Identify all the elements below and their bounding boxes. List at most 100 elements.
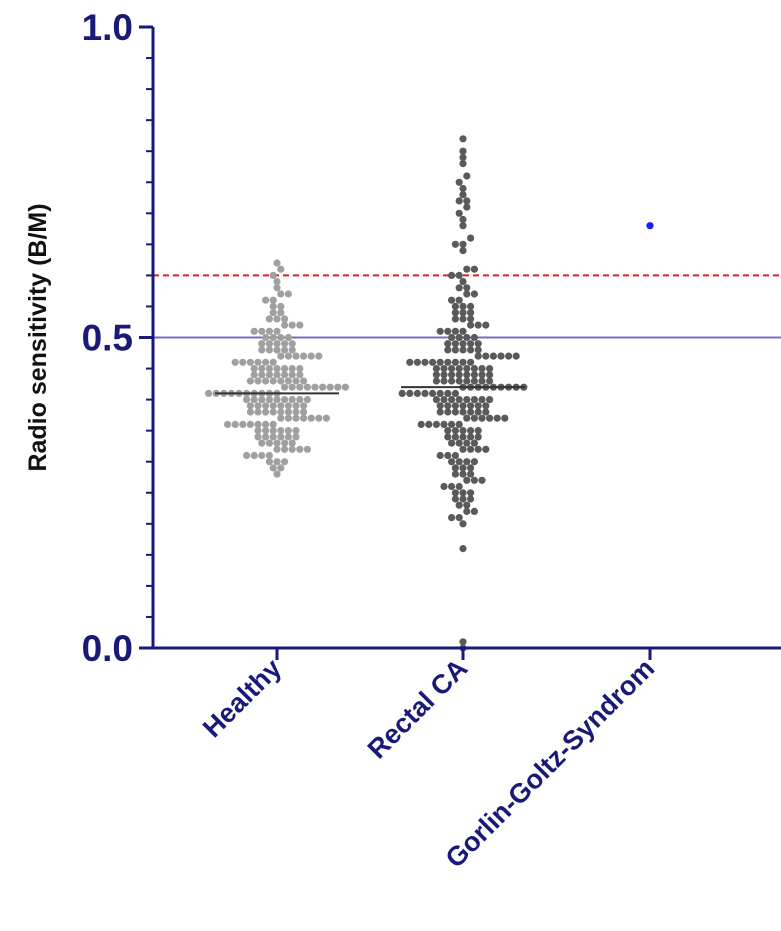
data-point xyxy=(284,402,292,410)
data-point xyxy=(455,271,463,279)
data-point xyxy=(258,340,266,348)
data-point xyxy=(451,470,459,478)
data-point xyxy=(432,371,440,379)
data-point xyxy=(455,377,463,385)
data-point xyxy=(467,408,475,416)
data-point xyxy=(448,458,456,466)
data-point xyxy=(239,420,247,428)
data-point xyxy=(269,302,277,310)
data-point xyxy=(315,352,323,360)
data-point xyxy=(281,340,289,348)
y-tick-label: 1.0 xyxy=(82,7,133,48)
data-point xyxy=(277,464,285,472)
data-point xyxy=(269,296,277,304)
data-point xyxy=(459,215,467,224)
data-point xyxy=(459,184,467,193)
data-point xyxy=(250,327,258,335)
data-point xyxy=(451,302,459,310)
data-point xyxy=(467,445,475,453)
data-point xyxy=(512,352,520,360)
data-point xyxy=(463,371,471,379)
data-point xyxy=(421,358,429,366)
data-point xyxy=(470,265,478,273)
data-point xyxy=(292,433,300,441)
data-point xyxy=(277,302,285,310)
data-point xyxy=(300,414,308,422)
data-point xyxy=(455,439,463,447)
data-point xyxy=(284,290,292,298)
data-point xyxy=(459,433,467,441)
data-point xyxy=(281,445,289,453)
data-point xyxy=(470,458,478,466)
data-point xyxy=(463,377,471,385)
data-point xyxy=(451,402,459,410)
data-point xyxy=(300,402,308,410)
data-point xyxy=(296,445,304,453)
data-point xyxy=(258,327,266,335)
data-point xyxy=(459,147,467,155)
data-point xyxy=(486,365,494,373)
data-point xyxy=(455,396,463,404)
data-point xyxy=(281,315,289,323)
data-point xyxy=(455,420,463,428)
data-point xyxy=(467,470,475,478)
data-point xyxy=(470,476,478,484)
data-point xyxy=(432,420,440,428)
data-point xyxy=(459,358,467,366)
data-point xyxy=(269,408,277,416)
data-point xyxy=(478,371,486,379)
data-point xyxy=(474,346,482,354)
data-point xyxy=(307,352,315,360)
data-point xyxy=(296,371,304,379)
data-points xyxy=(205,135,654,652)
data-point xyxy=(284,408,292,416)
data-point xyxy=(448,377,456,385)
data-point xyxy=(459,309,467,317)
data-point xyxy=(254,408,262,416)
data-point xyxy=(467,315,475,323)
data-point xyxy=(284,333,292,342)
data-point xyxy=(467,346,475,354)
data-point xyxy=(459,247,467,255)
data-point xyxy=(436,451,444,460)
x-category-label: Rectal CA xyxy=(362,653,473,764)
data-point xyxy=(269,377,277,385)
data-point xyxy=(455,482,463,491)
data-point xyxy=(444,358,452,366)
data-point xyxy=(277,402,285,410)
data-point xyxy=(254,433,262,441)
data-point xyxy=(326,383,334,391)
data-point xyxy=(429,358,437,366)
data-point xyxy=(478,365,486,373)
data-point xyxy=(254,377,262,385)
data-point xyxy=(432,377,440,385)
data-point xyxy=(243,396,251,404)
data-point xyxy=(455,365,463,373)
data-point xyxy=(455,197,463,205)
data-point xyxy=(482,321,490,329)
data-point xyxy=(288,346,296,354)
data-point xyxy=(455,514,463,522)
data-point xyxy=(262,333,270,342)
data-point xyxy=(262,427,270,435)
data-point xyxy=(463,197,471,205)
data-point xyxy=(467,358,475,366)
data-point xyxy=(451,240,459,248)
data-point xyxy=(258,371,266,379)
data-point xyxy=(478,377,486,385)
data-point xyxy=(501,414,509,422)
data-point xyxy=(319,383,327,391)
data-point xyxy=(470,396,478,404)
data-point xyxy=(303,445,311,453)
data-point xyxy=(478,414,486,422)
data-point xyxy=(265,327,273,335)
data-point xyxy=(265,315,273,323)
data-point xyxy=(482,402,490,410)
data-point xyxy=(497,352,505,360)
data-point xyxy=(269,402,277,410)
data-point xyxy=(413,389,421,397)
data-point xyxy=(307,414,315,422)
data-point xyxy=(246,420,254,428)
data-point xyxy=(451,489,459,497)
data-point xyxy=(311,383,319,391)
